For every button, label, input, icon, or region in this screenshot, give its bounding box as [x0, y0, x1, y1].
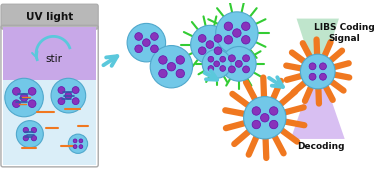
- Circle shape: [167, 62, 176, 71]
- Text: stir: stir: [46, 54, 63, 64]
- Circle shape: [216, 12, 258, 54]
- Circle shape: [5, 78, 43, 117]
- Circle shape: [12, 100, 20, 108]
- Circle shape: [159, 69, 167, 78]
- Circle shape: [208, 65, 214, 71]
- Circle shape: [202, 49, 231, 78]
- Circle shape: [208, 56, 214, 62]
- Circle shape: [198, 35, 206, 42]
- Circle shape: [206, 41, 214, 48]
- Circle shape: [252, 120, 260, 129]
- Circle shape: [79, 139, 83, 143]
- Text: UV light: UV light: [26, 12, 73, 22]
- Circle shape: [242, 36, 250, 44]
- Circle shape: [198, 47, 206, 55]
- Circle shape: [23, 135, 28, 141]
- Circle shape: [319, 73, 327, 80]
- Circle shape: [58, 87, 65, 94]
- Circle shape: [127, 23, 166, 62]
- Circle shape: [65, 92, 72, 99]
- Circle shape: [191, 25, 229, 64]
- Circle shape: [28, 88, 36, 95]
- Circle shape: [214, 61, 220, 67]
- Circle shape: [222, 47, 256, 81]
- Circle shape: [224, 36, 232, 44]
- Circle shape: [31, 127, 37, 133]
- Circle shape: [73, 139, 77, 143]
- Circle shape: [214, 35, 222, 42]
- Circle shape: [176, 56, 184, 64]
- Circle shape: [309, 63, 316, 70]
- Circle shape: [135, 45, 143, 53]
- Circle shape: [72, 98, 79, 105]
- Circle shape: [228, 66, 235, 73]
- Circle shape: [260, 114, 269, 122]
- Circle shape: [16, 121, 43, 148]
- Text: LIBS Coding
Signal: LIBS Coding Signal: [314, 23, 375, 43]
- Circle shape: [242, 22, 250, 30]
- Circle shape: [235, 60, 242, 67]
- Circle shape: [319, 63, 327, 70]
- Circle shape: [135, 33, 143, 40]
- Bar: [3, 80, 96, 165]
- Circle shape: [232, 29, 241, 37]
- Circle shape: [79, 145, 83, 149]
- Circle shape: [270, 120, 278, 129]
- Circle shape: [23, 127, 28, 133]
- Circle shape: [301, 54, 335, 89]
- Circle shape: [252, 107, 260, 115]
- Circle shape: [58, 98, 65, 105]
- Circle shape: [214, 47, 222, 55]
- Polygon shape: [291, 83, 345, 139]
- Circle shape: [243, 97, 286, 139]
- Polygon shape: [297, 19, 339, 60]
- Circle shape: [150, 33, 158, 40]
- Circle shape: [309, 73, 316, 80]
- Circle shape: [68, 134, 88, 153]
- FancyBboxPatch shape: [1, 4, 98, 29]
- Circle shape: [159, 56, 167, 64]
- Circle shape: [73, 145, 77, 149]
- Circle shape: [220, 56, 226, 62]
- Circle shape: [72, 87, 79, 94]
- Circle shape: [20, 94, 28, 101]
- Circle shape: [228, 55, 235, 62]
- Circle shape: [176, 69, 184, 78]
- Circle shape: [243, 66, 249, 73]
- Circle shape: [220, 65, 226, 71]
- Circle shape: [28, 100, 36, 108]
- Bar: [3, 27, 96, 80]
- Circle shape: [270, 107, 278, 115]
- Circle shape: [12, 88, 20, 95]
- Text: Decoding: Decoding: [297, 142, 344, 151]
- Circle shape: [143, 39, 150, 47]
- Circle shape: [243, 55, 249, 62]
- Circle shape: [150, 45, 192, 88]
- Circle shape: [51, 78, 86, 113]
- Circle shape: [150, 45, 158, 53]
- Circle shape: [224, 22, 232, 30]
- Circle shape: [31, 135, 37, 141]
